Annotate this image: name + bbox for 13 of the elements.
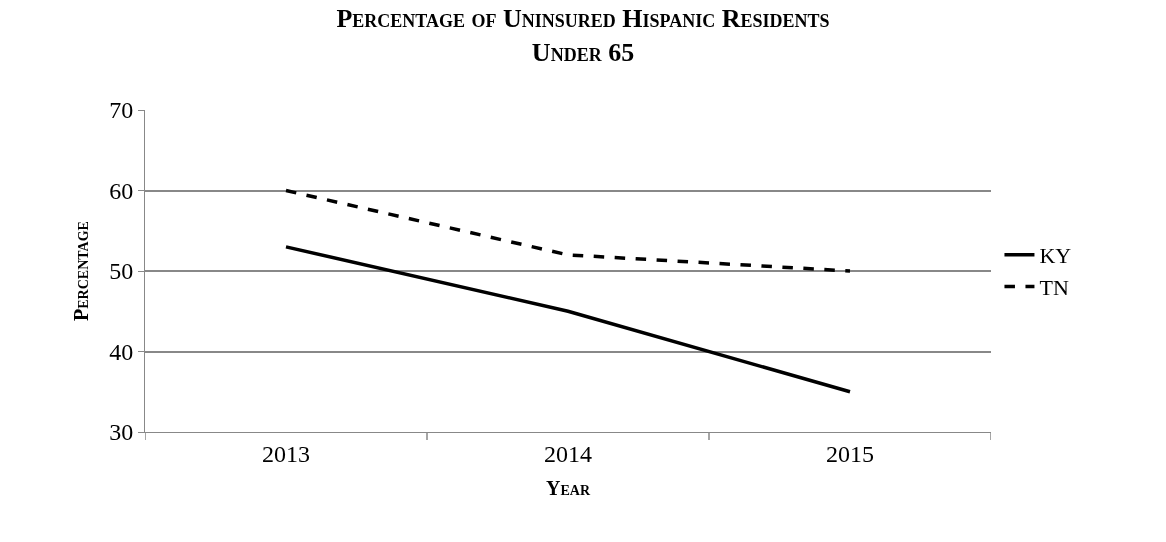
- legend-label: TN: [1039, 274, 1069, 300]
- x-tick-label: 2015: [826, 440, 874, 467]
- y-tick-label: 60: [109, 177, 134, 204]
- y-tick-label: 50: [109, 258, 134, 285]
- y-tick-label: 40: [109, 338, 134, 365]
- x-axis-title: Year: [545, 477, 591, 500]
- y-tick-label: 70: [109, 97, 134, 124]
- x-tick-label: 2014: [544, 440, 592, 467]
- x-tick-label: 2013: [262, 440, 310, 467]
- legend-label: KY: [1039, 243, 1072, 269]
- y-axis-title: Percentage: [69, 221, 92, 321]
- y-tick-label: 30: [109, 419, 134, 446]
- chart-title: Percentage of Uninsured Hispanic Residents Under 65: [336, 4, 830, 67]
